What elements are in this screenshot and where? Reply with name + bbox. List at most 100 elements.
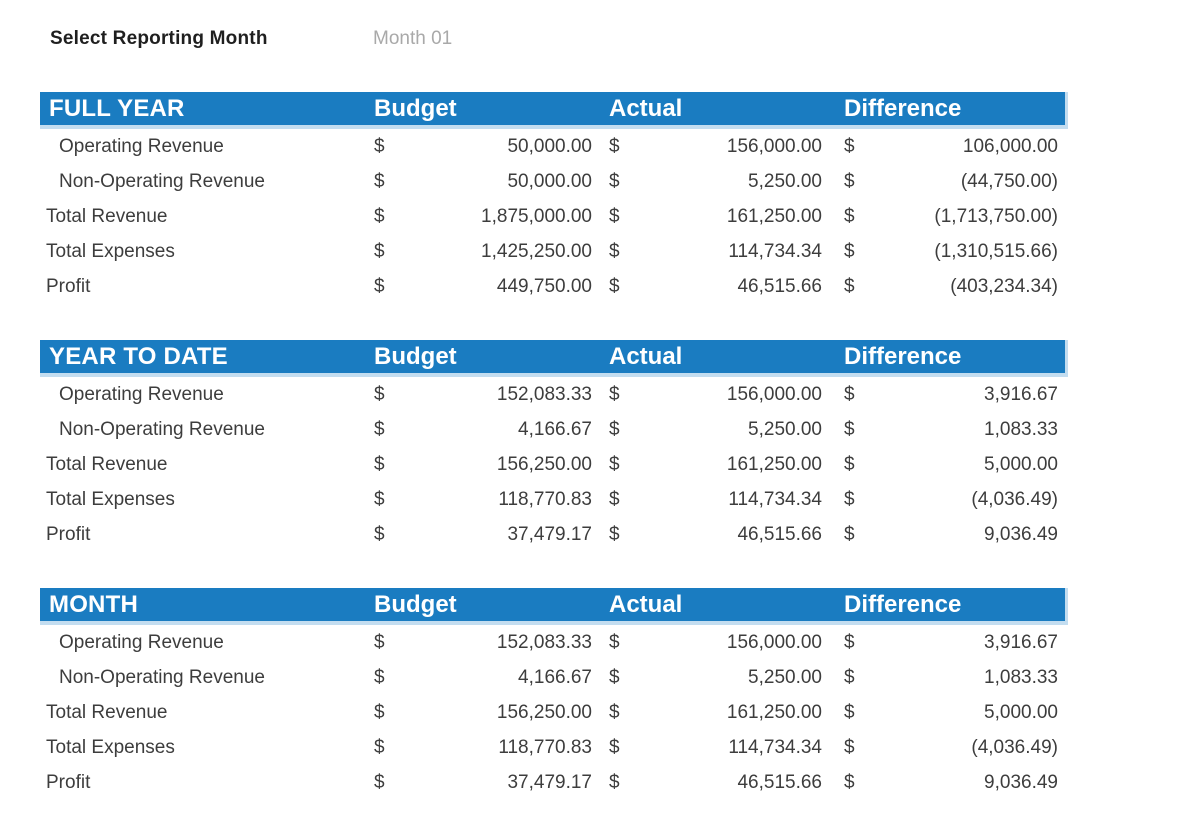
budget-value: 37,479.17 [507,523,592,545]
table-row: Total Expenses $1,425,250.00 $114,734.34 $(… [40,234,1068,269]
cell-actual: $114,734.34 [605,489,840,511]
difference-value: (1,713,750.00) [934,205,1058,227]
currency-symbol: $ [609,666,620,688]
currency-symbol: $ [609,170,620,192]
cell-actual: $5,250.00 [605,667,840,689]
cell-budget: $156,250.00 [370,702,605,724]
table-header-full-year: FULL YEAR Budget Actual Difference [40,92,1068,129]
currency-symbol: $ [844,275,855,297]
currency-symbol: $ [374,666,385,688]
cell-difference: $ (4,036.49) [840,737,1068,759]
cell-actual: $46,515.66 [605,772,840,794]
column-header-budget: Budget [374,342,457,370]
cell-budget: $1,425,250.00 [370,241,605,263]
difference-value: 3,916.67 [984,631,1058,653]
budget-value: 156,250.00 [496,453,592,475]
difference-value: (4,036.49) [971,736,1058,758]
currency-symbol: $ [374,418,385,440]
difference-value: (1,310,515.66) [934,240,1058,262]
table-row: Total Revenue $156,250.00 $161,250.00 $5,00… [40,695,1068,730]
cell-actual: $46,515.66 [605,276,840,298]
column-header-difference: Difference [844,590,962,618]
reporting-month-value[interactable]: Month 01 [373,28,453,49]
table-row: Total Revenue $1,875,000.00 $161,250.00 $ (1… [40,199,1068,234]
currency-symbol: $ [609,631,620,653]
column-header-budget: Budget [374,94,457,122]
actual-value: 114,734.34 [728,736,822,758]
budget-value: 37,479.17 [507,771,592,793]
budget-value: 152,083.33 [496,631,592,653]
column-header-difference: Difference [844,342,962,370]
currency-symbol: $ [609,771,620,793]
reporting-month-control: Select Reporting Month Month 01 [50,28,452,50]
actual-value: 5,250.00 [748,666,822,688]
table-header-year-to-date: YEAR TO DATE Budget Actual Difference [40,340,1068,377]
actual-value: 156,000.00 [726,631,822,653]
cell-difference: $3,916.67 [840,384,1068,406]
currency-symbol: $ [844,666,855,688]
currency-symbol: $ [374,488,385,510]
cell-difference: $ (4,036.49) [840,489,1068,511]
row-label: Total Expenses [46,240,175,262]
currency-symbol: $ [844,631,855,653]
currency-symbol: $ [844,170,855,192]
currency-symbol: $ [374,205,385,227]
currency-symbol: $ [844,383,855,405]
actual-value: 46,515.66 [737,771,822,793]
section-title: YEAR TO DATE [49,342,228,370]
table-row: Non-Operating Revenue $4,166.67 $5,250.00 $… [40,412,1068,447]
cell-budget: $50,000.00 [370,171,605,193]
difference-value: 5,000.00 [984,453,1058,475]
cell-actual: $161,250.00 [605,454,840,476]
table-row: Profit $37,479.17 $46,515.66 $9,036.49 [40,517,1068,552]
table-row: Non-Operating Revenue $50,000.00 $5,250.00… [40,164,1068,199]
currency-symbol: $ [374,383,385,405]
table-row: Profit $449,750.00 $46,515.66 $ (403,234.34) [40,269,1068,304]
section-title: FULL YEAR [49,94,185,122]
select-reporting-month-label: Select Reporting Month [50,28,268,49]
table-row: Total Expenses $118,770.83 $114,734.34 $ (4,… [40,482,1068,517]
cell-budget: $50,000.00 [370,136,605,158]
cell-actual: $156,000.00 [605,632,840,654]
currency-symbol: $ [374,523,385,545]
currency-symbol: $ [844,418,855,440]
currency-symbol: $ [609,736,620,758]
currency-symbol: $ [374,701,385,723]
cell-difference: $5,000.00 [840,454,1068,476]
actual-value: 156,000.00 [726,135,822,157]
table-row: Profit $37,479.17 $46,515.66 $9,036.49 [40,765,1068,800]
currency-symbol: $ [844,488,855,510]
budget-value: 449,750.00 [496,275,592,297]
table-header-month: MONTH Budget Actual Difference [40,588,1068,625]
cell-difference: $5,000.00 [840,702,1068,724]
actual-value: 161,250.00 [726,701,822,723]
actual-value: 46,515.66 [737,523,822,545]
table-row: Total Revenue $156,250.00 $161,250.00 $5,00… [40,447,1068,482]
column-header-budget: Budget [374,590,457,618]
row-label: Total Revenue [46,205,168,227]
currency-symbol: $ [844,771,855,793]
cell-actual: $5,250.00 [605,171,840,193]
currency-symbol: $ [374,135,385,157]
currency-symbol: $ [374,771,385,793]
cell-actual: $114,734.34 [605,737,840,759]
currency-symbol: $ [609,488,620,510]
difference-value: 1,083.33 [984,666,1058,688]
currency-symbol: $ [844,135,855,157]
cell-budget: $152,083.33 [370,384,605,406]
actual-value: 161,250.00 [726,205,822,227]
currency-symbol: $ [374,240,385,262]
actual-value: 161,250.00 [726,453,822,475]
cell-difference: $ (403,234.34) [840,276,1068,298]
column-header-difference: Difference [844,94,962,122]
row-label: Total Expenses [46,488,175,510]
cell-actual: $156,000.00 [605,384,840,406]
row-label: Total Revenue [46,453,168,475]
budget-value: 50,000.00 [507,135,592,157]
column-header-actual: Actual [609,94,683,122]
budget-value: 4,166.67 [518,418,592,440]
report-table-year-to-date: YEAR TO DATE Budget Actual Difference Operat… [40,340,1068,552]
row-label: Profit [46,771,91,793]
currency-symbol: $ [609,453,620,475]
